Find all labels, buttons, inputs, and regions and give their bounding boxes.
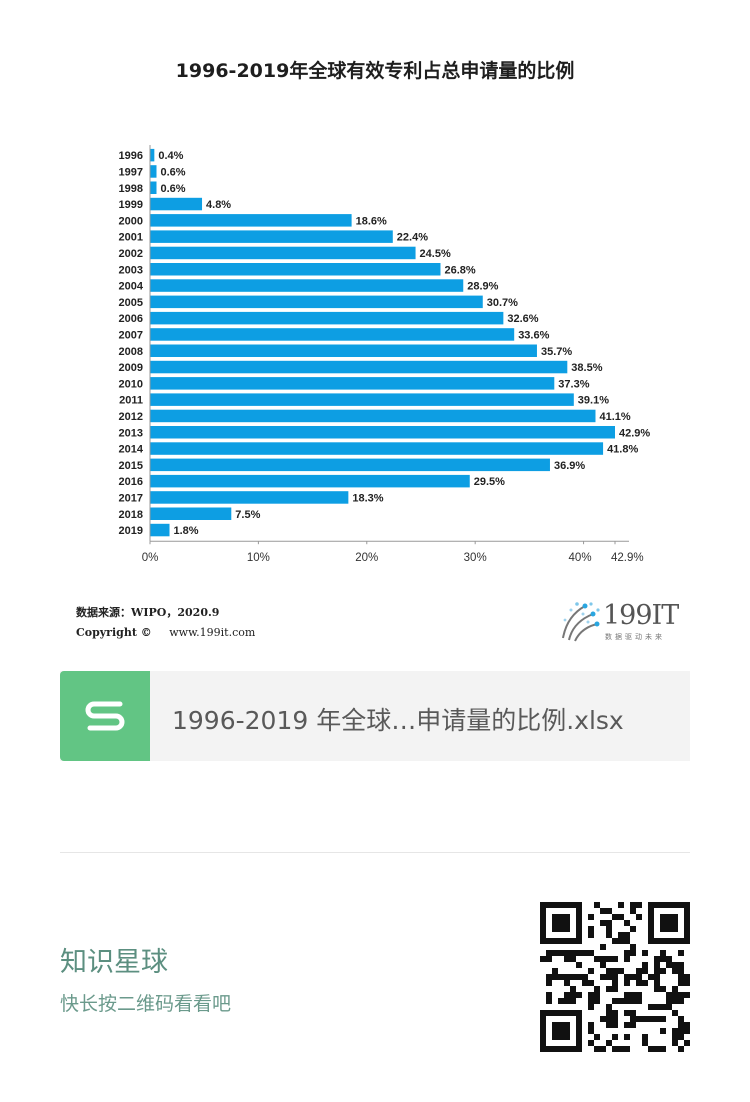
- y-tick-label: 1999: [119, 199, 143, 211]
- data-label: 37.3%: [558, 378, 589, 390]
- y-tick-label: 2001: [119, 232, 143, 244]
- bar: [150, 393, 574, 406]
- divider: [60, 852, 690, 853]
- data-label: 1.8%: [174, 525, 199, 537]
- bar: [150, 507, 232, 520]
- x-tick-label: 42.9%: [611, 552, 644, 564]
- bar: [150, 409, 596, 423]
- chart-title: 1996-2019年全球有效专利占总申请量的比例: [175, 60, 575, 82]
- data-label: 28.9%: [467, 281, 498, 293]
- data-label: 41.8%: [607, 444, 638, 456]
- y-tick-label: 2004: [119, 281, 144, 293]
- y-tick-label: 2011: [119, 395, 143, 407]
- y-tick-label: 2005: [119, 297, 143, 309]
- bar: [150, 311, 504, 325]
- y-tick-label: 2008: [119, 346, 143, 358]
- file-name: 1996-2019 年全球…申请量的比例.xlsx: [172, 706, 624, 735]
- data-label: 4.8%: [206, 199, 231, 211]
- y-tick-label: 2015: [119, 460, 143, 472]
- y-tick-label: 2006: [119, 313, 143, 325]
- y-tick-label: 2017: [119, 492, 143, 504]
- data-label: 22.4%: [397, 232, 428, 244]
- data-label: 32.6%: [507, 313, 538, 325]
- 199it-logo: 199IT 数据驱动未来: [555, 598, 695, 644]
- bar: [150, 230, 393, 243]
- bar: [150, 377, 555, 390]
- logo-dots-icon: [562, 602, 600, 642]
- y-tick-label: 2016: [119, 476, 143, 488]
- file-attachment-card[interactable]: 1996-2019 年全球…申请量的比例.xlsx: [60, 671, 690, 761]
- x-tick-label: 40%: [569, 552, 592, 564]
- bar: [150, 263, 441, 276]
- data-label: 0.6%: [161, 183, 186, 195]
- bar: [150, 246, 416, 260]
- data-label: 41.1%: [599, 411, 630, 423]
- y-tick-label: 2000: [119, 215, 143, 227]
- y-tick-label: 1996: [119, 150, 143, 162]
- bar: [150, 426, 615, 439]
- y-tick-label: 2003: [119, 264, 143, 276]
- copyright-label: Copyright ©: [76, 626, 152, 639]
- data-label: 18.3%: [352, 492, 383, 504]
- bar-chart: 1996 0.4% 1997 0.6% 1998 0.6% 1999 4.8% 2000 18.6…: [119, 145, 650, 564]
- bar: [150, 442, 604, 455]
- bar: [150, 279, 464, 292]
- data-label: 29.5%: [474, 476, 505, 488]
- y-tick-label: 2012: [119, 411, 143, 423]
- y-tick-label: 2002: [119, 248, 143, 260]
- spreadsheet-s-icon: [60, 671, 150, 761]
- planet-subtitle: 快长按二维码看看吧: [60, 993, 232, 1015]
- y-tick-label: 2007: [119, 329, 143, 341]
- bar: [150, 491, 349, 504]
- x-tick-label: 10%: [247, 552, 270, 564]
- bar: [150, 344, 537, 357]
- data-label: 42.9%: [619, 427, 650, 439]
- data-label: 0.6%: [161, 166, 186, 178]
- y-tick-label: 2010: [119, 378, 143, 390]
- source-note: 数据来源：WIPO，2020.9: [76, 606, 220, 619]
- bar: [150, 148, 155, 162]
- y-tick-label: 1997: [119, 166, 143, 178]
- copyright-url[interactable]: www.199it.com: [169, 626, 256, 639]
- y-tick-label: 2018: [119, 509, 143, 521]
- bar: [150, 474, 470, 488]
- logo-name: 199IT: [603, 600, 679, 631]
- qr-code[interactable]: [540, 902, 690, 1052]
- x-tick-label: 20%: [355, 552, 378, 564]
- y-tick-label: 1998: [119, 183, 143, 195]
- bar: [150, 328, 515, 341]
- data-label: 33.6%: [518, 329, 549, 341]
- y-tick-label: 2013: [119, 427, 143, 439]
- bar: [150, 523, 170, 537]
- x-tick-label: 0%: [142, 552, 159, 564]
- y-tick-label: 2009: [119, 362, 143, 374]
- copyright-note: Copyright © www.199it.com: [76, 626, 255, 639]
- bar: [150, 295, 483, 309]
- y-tick-label: 2014: [119, 444, 144, 456]
- data-label: 26.8%: [444, 264, 475, 276]
- data-label: 35.7%: [541, 346, 572, 358]
- planet-title: 知识星球: [60, 947, 168, 978]
- bar: [150, 360, 568, 374]
- data-label: 24.5%: [420, 248, 451, 260]
- data-label: 18.6%: [356, 215, 387, 227]
- bar: [150, 197, 203, 211]
- data-label: 30.7%: [487, 297, 518, 309]
- bar: [150, 165, 157, 178]
- x-tick-label: 30%: [464, 552, 487, 564]
- data-label: 39.1%: [578, 395, 609, 407]
- bar: [150, 181, 157, 194]
- data-label: 38.5%: [571, 362, 602, 374]
- bar: [150, 214, 352, 227]
- data-label: 0.4%: [158, 150, 183, 162]
- bar: [150, 458, 550, 472]
- data-label: 7.5%: [235, 509, 260, 521]
- y-tick-label: 2019: [119, 525, 143, 537]
- data-label: 36.9%: [554, 460, 585, 472]
- logo-tagline: 数据驱动未来: [605, 633, 665, 641]
